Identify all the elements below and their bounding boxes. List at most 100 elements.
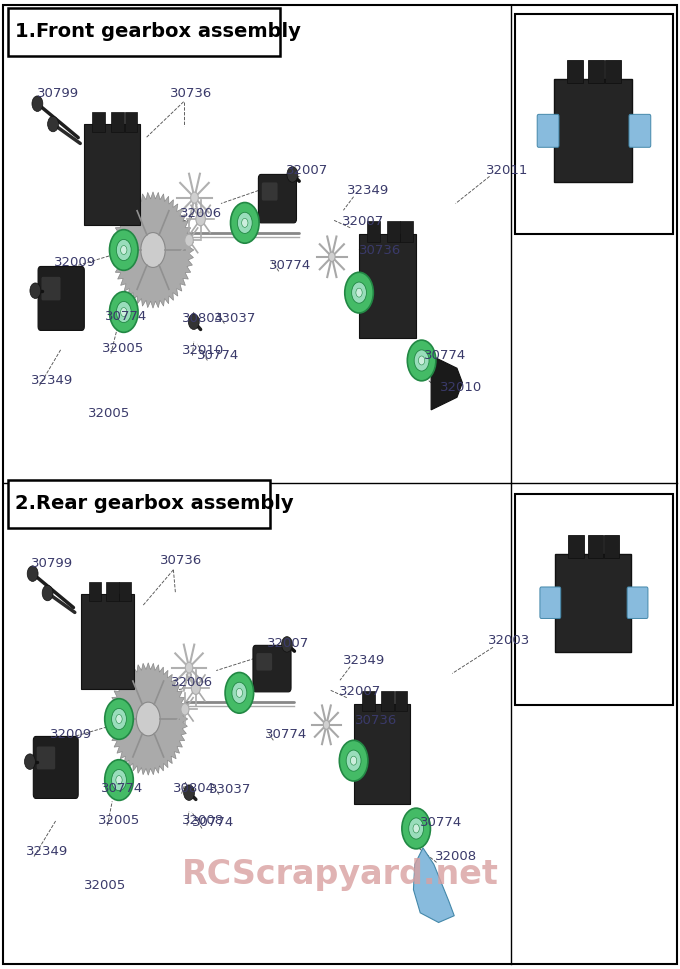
Circle shape: [196, 212, 205, 226]
Circle shape: [112, 708, 126, 730]
FancyBboxPatch shape: [253, 645, 291, 692]
Circle shape: [407, 340, 436, 381]
FancyBboxPatch shape: [381, 691, 394, 711]
FancyBboxPatch shape: [111, 111, 124, 132]
Text: 32006: 32006: [180, 207, 222, 220]
Circle shape: [414, 350, 429, 371]
Circle shape: [282, 637, 292, 652]
Circle shape: [345, 272, 373, 313]
Circle shape: [409, 818, 424, 839]
Text: 32005: 32005: [98, 814, 140, 827]
Circle shape: [105, 760, 133, 800]
FancyBboxPatch shape: [88, 581, 101, 601]
Circle shape: [24, 754, 35, 769]
Text: 32010: 32010: [440, 381, 482, 393]
FancyBboxPatch shape: [604, 536, 619, 558]
Text: 32349: 32349: [26, 845, 68, 858]
Circle shape: [236, 688, 243, 698]
FancyBboxPatch shape: [354, 703, 410, 804]
Circle shape: [231, 203, 259, 243]
Circle shape: [323, 720, 330, 730]
Polygon shape: [413, 848, 454, 922]
Circle shape: [116, 714, 122, 724]
Text: 32349: 32349: [31, 374, 73, 387]
Circle shape: [116, 301, 131, 323]
Circle shape: [181, 703, 189, 715]
Text: 30736: 30736: [160, 554, 202, 567]
Circle shape: [27, 566, 38, 581]
Text: 32009: 32009: [50, 729, 92, 741]
FancyBboxPatch shape: [262, 182, 277, 201]
Circle shape: [225, 672, 254, 713]
Text: RCScrapyard.net: RCScrapyard.net: [182, 858, 498, 891]
FancyBboxPatch shape: [119, 581, 131, 601]
Circle shape: [352, 282, 367, 303]
Text: 32011: 32011: [486, 165, 528, 177]
Circle shape: [185, 663, 193, 673]
Text: 30774: 30774: [269, 260, 311, 272]
Circle shape: [109, 292, 138, 332]
FancyBboxPatch shape: [84, 124, 140, 225]
Text: 32349: 32349: [343, 654, 386, 667]
Text: 30799: 30799: [31, 557, 73, 570]
FancyBboxPatch shape: [367, 221, 380, 242]
Text: 32005: 32005: [102, 342, 144, 355]
Text: 32007: 32007: [267, 638, 309, 650]
Circle shape: [241, 218, 248, 228]
Circle shape: [185, 234, 193, 246]
FancyBboxPatch shape: [588, 536, 603, 558]
Circle shape: [232, 682, 247, 703]
FancyBboxPatch shape: [106, 581, 118, 601]
FancyBboxPatch shape: [8, 8, 280, 56]
Bar: [515, 494, 673, 705]
FancyBboxPatch shape: [359, 299, 415, 336]
Circle shape: [237, 212, 252, 234]
FancyBboxPatch shape: [362, 691, 375, 711]
Circle shape: [30, 283, 41, 298]
Text: 1.Front gearbox assembly: 1.Front gearbox assembly: [15, 22, 301, 42]
Circle shape: [109, 230, 138, 270]
Circle shape: [328, 252, 335, 262]
Text: 33037: 33037: [214, 312, 256, 325]
Text: 32008: 32008: [182, 814, 224, 827]
Polygon shape: [431, 356, 462, 410]
Text: 32008: 32008: [435, 851, 477, 863]
Circle shape: [116, 775, 122, 785]
Text: 30774: 30774: [192, 816, 235, 828]
Text: 30774: 30774: [105, 310, 148, 323]
FancyBboxPatch shape: [627, 587, 648, 618]
Circle shape: [413, 824, 420, 833]
Circle shape: [48, 116, 58, 132]
Text: 32007: 32007: [339, 685, 381, 698]
FancyBboxPatch shape: [401, 221, 413, 242]
Text: 30774: 30774: [101, 782, 143, 795]
FancyBboxPatch shape: [85, 188, 139, 224]
Text: 30804: 30804: [173, 782, 216, 795]
Text: 30799: 30799: [37, 87, 80, 100]
Text: 32010: 32010: [182, 344, 224, 357]
FancyBboxPatch shape: [80, 593, 135, 690]
FancyBboxPatch shape: [355, 767, 409, 803]
Circle shape: [116, 239, 131, 261]
Text: 32007: 32007: [342, 215, 384, 228]
Circle shape: [188, 314, 199, 329]
Circle shape: [32, 96, 43, 111]
Circle shape: [191, 681, 201, 695]
FancyBboxPatch shape: [537, 114, 559, 147]
Circle shape: [42, 585, 53, 601]
Text: 33037: 33037: [209, 783, 252, 796]
Text: 30736: 30736: [355, 714, 397, 727]
Circle shape: [184, 785, 194, 800]
Text: 32009: 32009: [54, 257, 97, 269]
FancyBboxPatch shape: [394, 691, 407, 711]
FancyBboxPatch shape: [567, 60, 583, 83]
Circle shape: [137, 703, 160, 735]
Text: 30774: 30774: [197, 349, 239, 361]
FancyBboxPatch shape: [386, 221, 400, 242]
Text: 30774: 30774: [424, 349, 466, 361]
FancyBboxPatch shape: [554, 79, 632, 182]
FancyBboxPatch shape: [124, 111, 137, 132]
FancyBboxPatch shape: [81, 654, 133, 688]
Circle shape: [190, 192, 199, 203]
Text: 32005: 32005: [88, 407, 131, 420]
